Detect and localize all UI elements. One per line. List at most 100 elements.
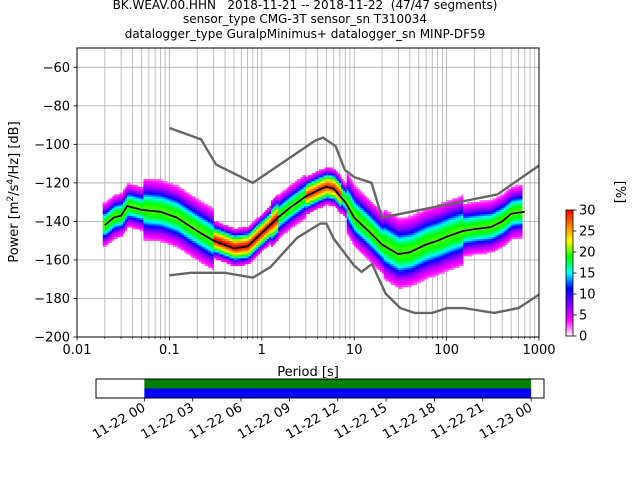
psd-cell — [209, 250, 213, 253]
psd-cell — [433, 244, 436, 247]
psd-cell — [178, 196, 181, 199]
psd-cell — [147, 204, 150, 207]
psd-cell — [113, 236, 116, 240]
psd-cell — [134, 194, 137, 197]
psd-cell — [376, 229, 379, 232]
psd-cell — [341, 182, 344, 186]
psd-cell — [139, 200, 142, 203]
psd-cell — [339, 192, 342, 195]
psd-cell — [187, 252, 190, 255]
psd-cell — [128, 190, 131, 193]
psd-cell — [370, 205, 373, 209]
psd-cell — [398, 281, 401, 284]
psd-cell — [182, 227, 185, 230]
psd-cell — [272, 229, 275, 232]
psd-cell — [195, 215, 198, 218]
psd-cell — [376, 221, 379, 224]
psd-cell — [379, 261, 383, 265]
psd-cell — [280, 192, 283, 195]
psd-cell — [326, 167, 329, 170]
psd-cell — [259, 250, 262, 253]
psd-cell — [121, 225, 124, 228]
psd-cell — [202, 244, 205, 247]
psd-cell — [245, 254, 248, 257]
psd-cell — [333, 179, 336, 182]
psd-cell — [206, 244, 209, 247]
psd-cell — [361, 192, 364, 195]
psd-cell — [202, 213, 205, 216]
psd-cell — [104, 217, 107, 220]
psd-cell — [424, 213, 427, 216]
psd-cell — [348, 219, 351, 222]
psd-cell — [343, 180, 346, 184]
psd-cell — [198, 252, 201, 255]
psd-cell — [215, 246, 218, 249]
psd-cell — [143, 198, 146, 201]
psd-cell — [354, 225, 357, 228]
psd-cell — [343, 204, 346, 207]
psd-cell — [407, 269, 410, 272]
psd-cell — [317, 198, 320, 201]
psd-cell — [161, 207, 165, 211]
psd-cell — [385, 279, 388, 282]
psd-cell — [322, 196, 325, 199]
psd-cell — [411, 244, 414, 247]
psd-cell — [346, 184, 349, 188]
psd-cell — [374, 254, 377, 257]
psd-cell — [141, 229, 144, 232]
psd-cell — [204, 242, 207, 245]
psd-cell — [341, 204, 344, 207]
psd-cell — [320, 190, 323, 193]
psd-cell — [180, 221, 183, 224]
psd-cell — [381, 238, 384, 241]
psd-cell — [197, 204, 200, 207]
psd-cell — [394, 240, 397, 243]
psd-cell — [361, 202, 364, 205]
psd-cell — [202, 246, 205, 249]
psd-cell — [256, 229, 259, 232]
psd-cell — [215, 238, 218, 241]
psd-cell — [394, 236, 397, 240]
psd-cell — [112, 229, 115, 232]
psd-cell — [424, 242, 427, 245]
psd-cell — [420, 225, 423, 228]
psd-cell — [222, 246, 226, 249]
psd-cell — [119, 217, 122, 220]
psd-cell — [392, 234, 396, 238]
psd-cell — [294, 204, 298, 207]
psd-cell — [420, 263, 423, 267]
psd-cell — [385, 267, 388, 270]
psd-cell — [197, 242, 200, 245]
psd-cell — [359, 248, 362, 251]
psd-cell — [357, 234, 360, 238]
psd-cell — [311, 198, 314, 201]
psd-cell — [130, 198, 133, 201]
psd-cell — [387, 236, 390, 240]
psd-cell — [422, 227, 425, 230]
psd-cell — [418, 238, 421, 241]
psd-cell — [398, 256, 401, 259]
psd-cell — [409, 217, 412, 220]
psd-cell — [237, 244, 240, 247]
psd-cell — [239, 227, 242, 230]
psd-cell — [374, 240, 377, 243]
psd-cell — [318, 194, 322, 197]
psd-cell — [357, 217, 360, 220]
psd-cell — [191, 254, 194, 257]
psd-cell — [217, 236, 220, 240]
psd-cell — [396, 248, 399, 251]
psd-cell — [331, 204, 335, 207]
psd-cell — [420, 273, 423, 276]
psd-cell — [235, 231, 238, 234]
psd-cell — [330, 192, 333, 195]
psd-cell — [328, 200, 331, 203]
psd-cell — [191, 209, 194, 213]
psd-cell — [424, 254, 427, 257]
psd-cell — [119, 192, 122, 195]
psd-cell — [171, 205, 174, 209]
psd-cell — [102, 207, 105, 211]
psd-cell — [343, 202, 346, 205]
psd-cell — [352, 229, 355, 232]
psd-cell — [320, 200, 323, 203]
psd-cell — [137, 211, 141, 214]
